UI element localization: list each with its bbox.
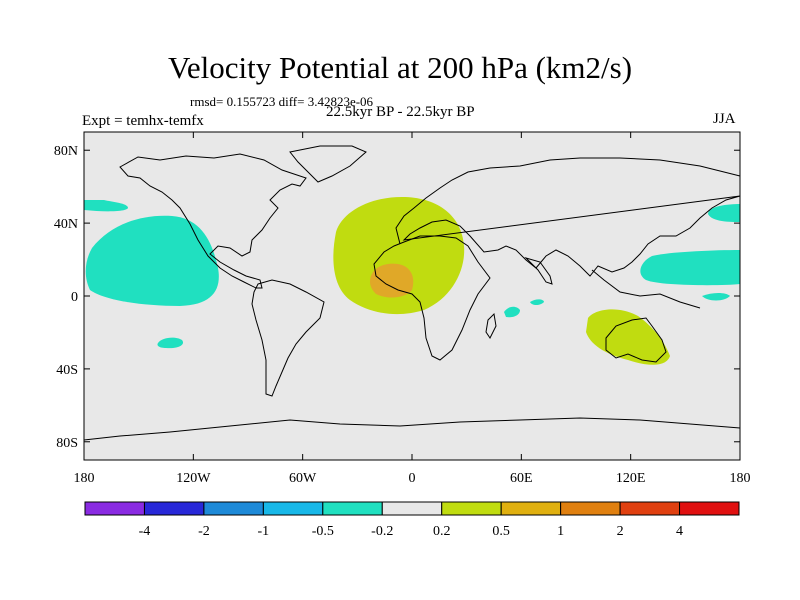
lon-label: 180: [74, 471, 95, 486]
colorbar-label: -4: [139, 524, 151, 539]
negative-anomaly-pacific-islands: [702, 293, 730, 301]
colorbar-label: 1: [557, 524, 564, 539]
positive-anomaly-center-max: [370, 263, 414, 298]
period-text: 22.5kyr BP - 22.5kyr BP: [326, 104, 475, 120]
colorbar-swatch: [143, 501, 205, 516]
colorbar-swatch: [560, 501, 621, 516]
latitude-axis: 80N 40N 0 40S 80S: [54, 144, 740, 451]
colorbar-label: 0.2: [433, 524, 451, 539]
colorbar-swatch: [500, 501, 562, 516]
coastline-europe-asia: [395, 157, 741, 277]
coastline-south-america: [251, 279, 325, 397]
colorbar-swatch: [262, 501, 324, 516]
colorbar-label: 4: [676, 524, 683, 539]
lon-label: 120W: [176, 471, 211, 486]
lat-label: 40S: [56, 363, 78, 378]
positive-anomaly-atlantic-africa: [333, 196, 465, 315]
coastlines: [83, 145, 741, 441]
lat-label: 80S: [56, 436, 78, 451]
negative-anomaly-indian-ocean: [504, 306, 520, 318]
negative-anomaly-nw-pacific: [708, 204, 740, 222]
negative-anomaly-indian-ocean-2: [530, 299, 544, 305]
colorbar-swatch: [203, 501, 264, 516]
experiment-text: Expt = temhx-temfx: [82, 113, 204, 129]
coastline-greenland: [289, 145, 367, 183]
lon-label: 0: [409, 471, 416, 486]
colorbar-swatch: [381, 501, 443, 516]
lat-label: 40N: [54, 217, 78, 232]
colorbar-swatch: [441, 501, 502, 516]
coastline-southeast-asia: [591, 269, 701, 309]
colorbar-label: -0.5: [312, 524, 334, 539]
lat-label: 80N: [54, 144, 78, 159]
colorbar: -4 -2 -1 -0.5 -0.2 0.2 0.5 1 2 4: [84, 501, 740, 539]
coastline-antarctica: [83, 417, 741, 441]
colorbar-swatch: [322, 501, 383, 516]
colorbar-label: -0.2: [371, 524, 393, 539]
colorbar-swatch: [679, 501, 740, 516]
coastline-australia: [605, 317, 667, 363]
coastline-india: [524, 256, 553, 285]
negative-anomaly-pacific-small: [157, 337, 184, 349]
lon-label: 180: [730, 471, 751, 486]
colorbar-label: 0.5: [492, 524, 510, 539]
plot-title: Velocity Potential at 200 hPa (km2/s): [167, 50, 633, 85]
longitude-axis: 180 120W 60W 0 60E 120E 180: [74, 132, 751, 486]
season-text: JJA: [713, 111, 736, 127]
coastline-africa: [373, 235, 491, 361]
coastline-north-america: [119, 153, 307, 289]
coastline-madagascar: [485, 312, 497, 339]
negative-anomaly-north-pacific-edge: [84, 200, 128, 212]
colorbar-label: 2: [617, 524, 624, 539]
colorbar-label: -1: [258, 524, 270, 539]
stats-text: rmsd= 0.155723 diff= 3.42823e-06: [190, 94, 374, 109]
lon-label: 120E: [616, 471, 646, 486]
lon-label: 60W: [289, 471, 317, 486]
colorbar-label: -2: [198, 524, 210, 539]
lat-label: 0: [71, 290, 78, 305]
lon-label: 60E: [510, 471, 533, 486]
negative-anomaly-west-pacific: [640, 250, 740, 286]
negative-anomaly-north-pacific: [85, 215, 219, 306]
colorbar-swatch: [619, 501, 681, 516]
colorbar-swatch: [84, 501, 145, 516]
